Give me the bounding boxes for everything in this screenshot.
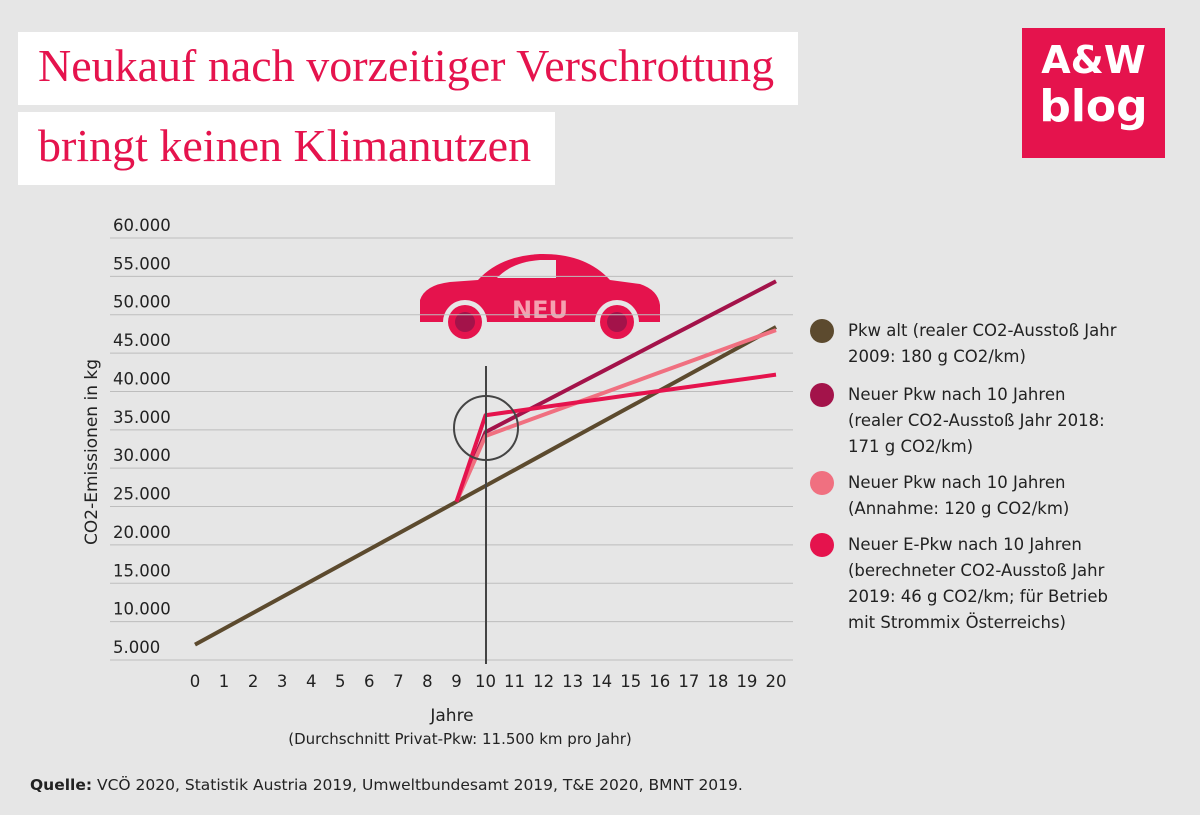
y-tick-label: 40.000 bbox=[113, 369, 171, 388]
x-tick-label: 18 bbox=[707, 672, 728, 691]
x-tick-label: 9 bbox=[451, 672, 462, 691]
x-tick-label: 17 bbox=[678, 672, 699, 691]
x-tick-label: 4 bbox=[306, 672, 317, 691]
legend-label: Neuer Pkw nach 10 Jahren (Annahme: 120 g… bbox=[848, 473, 1070, 518]
x-tick-label: 12 bbox=[533, 672, 554, 691]
x-tick-label: 1 bbox=[219, 672, 230, 691]
x-tick-label: 5 bbox=[335, 672, 346, 691]
source-label: Quelle: bbox=[30, 776, 93, 794]
x-tick-label: 8 bbox=[422, 672, 433, 691]
legend-marker bbox=[810, 471, 834, 495]
y-tick-label: 25.000 bbox=[113, 485, 171, 504]
legend-marker bbox=[810, 383, 834, 407]
source-text: VCÖ 2020, Statistik Austria 2019, Umwelt… bbox=[97, 776, 743, 794]
car-hub bbox=[607, 312, 627, 332]
x-axis-sublabel: (Durchschnitt Privat-Pkw: 11.500 km pro … bbox=[288, 730, 632, 748]
logo-line: A&W bbox=[1041, 38, 1146, 82]
logo: A&W blog bbox=[1022, 28, 1165, 158]
legend-marker bbox=[810, 319, 834, 343]
y-tick-label: 45.000 bbox=[113, 331, 171, 350]
y-tick-label: 55.000 bbox=[113, 254, 171, 273]
x-axis-label: Jahre bbox=[429, 706, 473, 726]
y-tick-label: 35.000 bbox=[113, 408, 171, 427]
annotation-circle bbox=[453, 395, 519, 461]
chart-title: Neukauf nach vorzeitiger Verschrottung b… bbox=[18, 32, 799, 185]
car-window bbox=[497, 260, 556, 278]
source: Quelle: VCÖ 2020, Statistik Austria 2019… bbox=[30, 776, 743, 794]
x-tick-label: 16 bbox=[649, 672, 670, 691]
logo-line: blog bbox=[1039, 81, 1148, 132]
x-tick-label: 0 bbox=[190, 672, 201, 691]
y-axis-label: CO2-Emissionen in kg bbox=[82, 359, 102, 545]
y-tick-label: 5.000 bbox=[113, 638, 160, 657]
series-line bbox=[454, 372, 777, 503]
legend-label: Neuer Pkw nach 10 Jahren (realer CO2-Aus… bbox=[848, 385, 1105, 456]
car-label: NEU bbox=[512, 296, 568, 324]
y-tick-label: 10.000 bbox=[113, 600, 171, 619]
y-tick-label: 20.000 bbox=[113, 523, 171, 542]
plot-area: 5.000 10.000 15.000 20.000 25.000 30.000 35.00… bbox=[110, 216, 793, 691]
x-tick-label: 20 bbox=[766, 672, 787, 691]
x-tick-label: 10 bbox=[475, 672, 496, 691]
car-icon: NEU bbox=[420, 253, 660, 344]
car-body bbox=[420, 253, 660, 322]
x-tick-label: 11 bbox=[504, 672, 525, 691]
x-tick-label: 13 bbox=[562, 672, 583, 691]
x-tick-label: 19 bbox=[736, 672, 757, 691]
car-hub bbox=[455, 312, 475, 332]
y-tick-label: 30.000 bbox=[113, 446, 171, 465]
legend-marker bbox=[810, 533, 834, 557]
y-tick-label: 60.000 bbox=[113, 216, 171, 235]
x-tick-label: 14 bbox=[591, 672, 612, 691]
legend-label: Neuer E-Pkw nach 10 Jahren (berechneter … bbox=[848, 535, 1108, 632]
y-tick-label: 15.000 bbox=[113, 561, 171, 580]
series-line bbox=[454, 279, 777, 503]
series-line bbox=[454, 328, 777, 503]
x-tick-label: 2 bbox=[248, 672, 259, 691]
title-box: Neukauf nach vorzeitiger Verschrottung b… bbox=[18, 26, 878, 186]
y-tick-label: 50.000 bbox=[113, 293, 171, 312]
x-tick-label: 6 bbox=[364, 672, 375, 691]
legend-label: Pkw alt (realer CO2-Ausstoß Jahr 2009: 1… bbox=[848, 321, 1117, 366]
x-tick-label: 3 bbox=[277, 672, 288, 691]
x-tick-label: 15 bbox=[620, 672, 641, 691]
x-tick-label: 7 bbox=[393, 672, 404, 691]
